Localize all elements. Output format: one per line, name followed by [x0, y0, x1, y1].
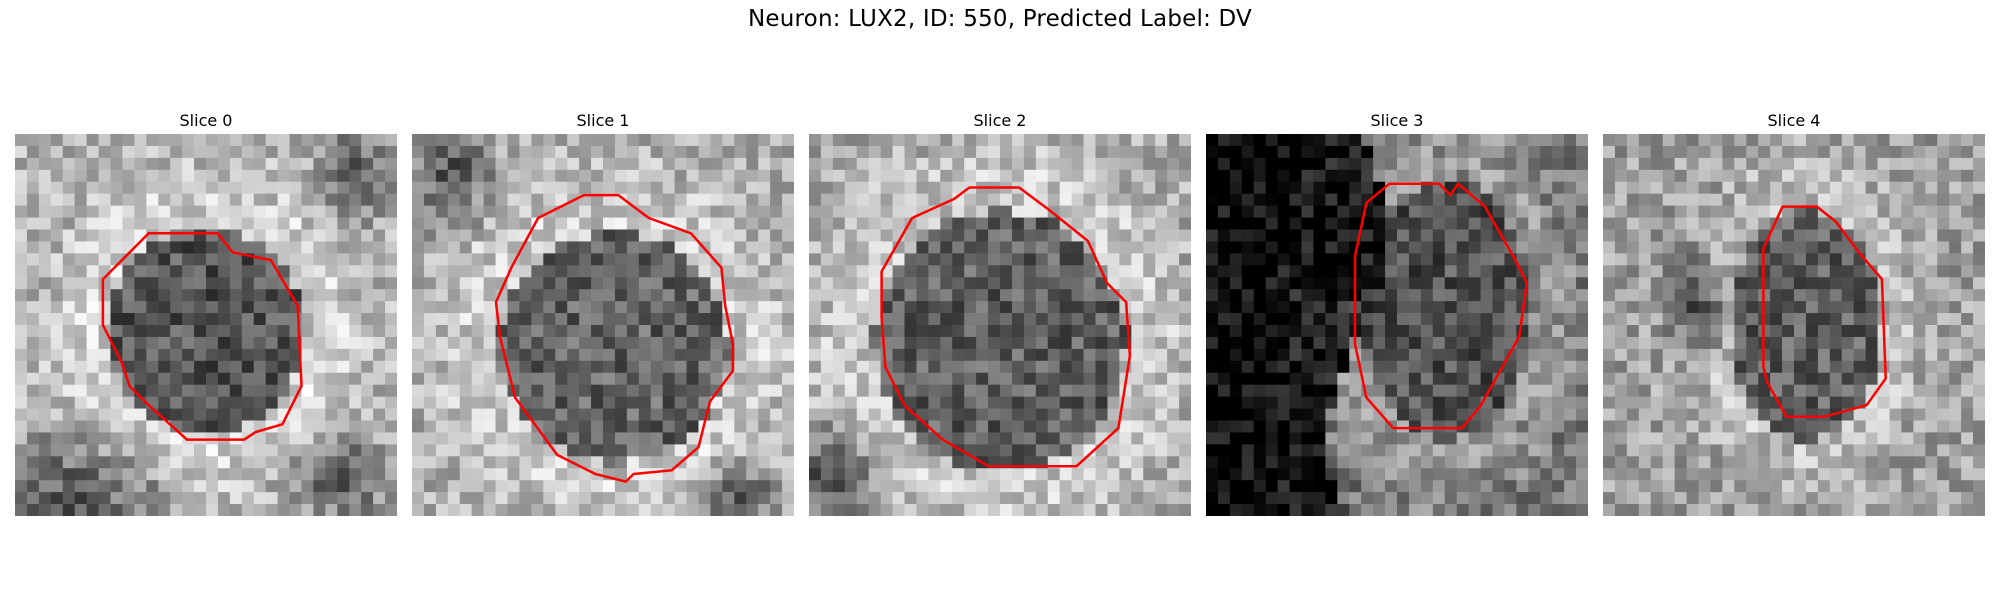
figure-title: Neuron: LUX2, ID: 550, Predicted Label: … [747, 6, 1252, 32]
slice-title: Slice 2 [973, 111, 1027, 130]
slice-title: Slice 4 [1767, 111, 1821, 130]
pixel-cells [809, 134, 1191, 516]
cell-contour [1353, 182, 1529, 430]
slice-title: Slice 3 [1370, 111, 1424, 130]
slice-pixel-grid [809, 134, 1191, 516]
slice-image [1206, 134, 1588, 516]
slice-title: Slice 1 [576, 111, 630, 130]
slice-title: Slice 0 [179, 111, 233, 130]
slice-pixel-grid [1206, 134, 1588, 516]
pixel-cells [15, 134, 397, 516]
slice-panel-0: Slice 0 [15, 108, 397, 516]
slice-pixel-grid [412, 134, 794, 516]
slice-pixel-grid [1603, 134, 1985, 516]
cell-contour [101, 232, 303, 441]
pixel-cells [412, 134, 794, 516]
slice-panel-2: Slice 2 [809, 108, 1191, 516]
slice-panel-3: Slice 3 [1206, 108, 1588, 516]
slice-panel-4: Slice 4 [1603, 108, 1985, 516]
slice-image [1603, 134, 1985, 516]
pixel-cells [1206, 134, 1588, 516]
slice-image [412, 134, 794, 516]
slice-image [809, 134, 1191, 516]
slice-pixel-grid [15, 134, 397, 516]
slice-panel-1: Slice 1 [412, 108, 794, 516]
cell-contour [494, 193, 735, 483]
pixel-cells [1603, 134, 1985, 516]
slice-image [15, 134, 397, 516]
cell-contour [880, 186, 1132, 468]
cell-contour [1762, 205, 1887, 418]
